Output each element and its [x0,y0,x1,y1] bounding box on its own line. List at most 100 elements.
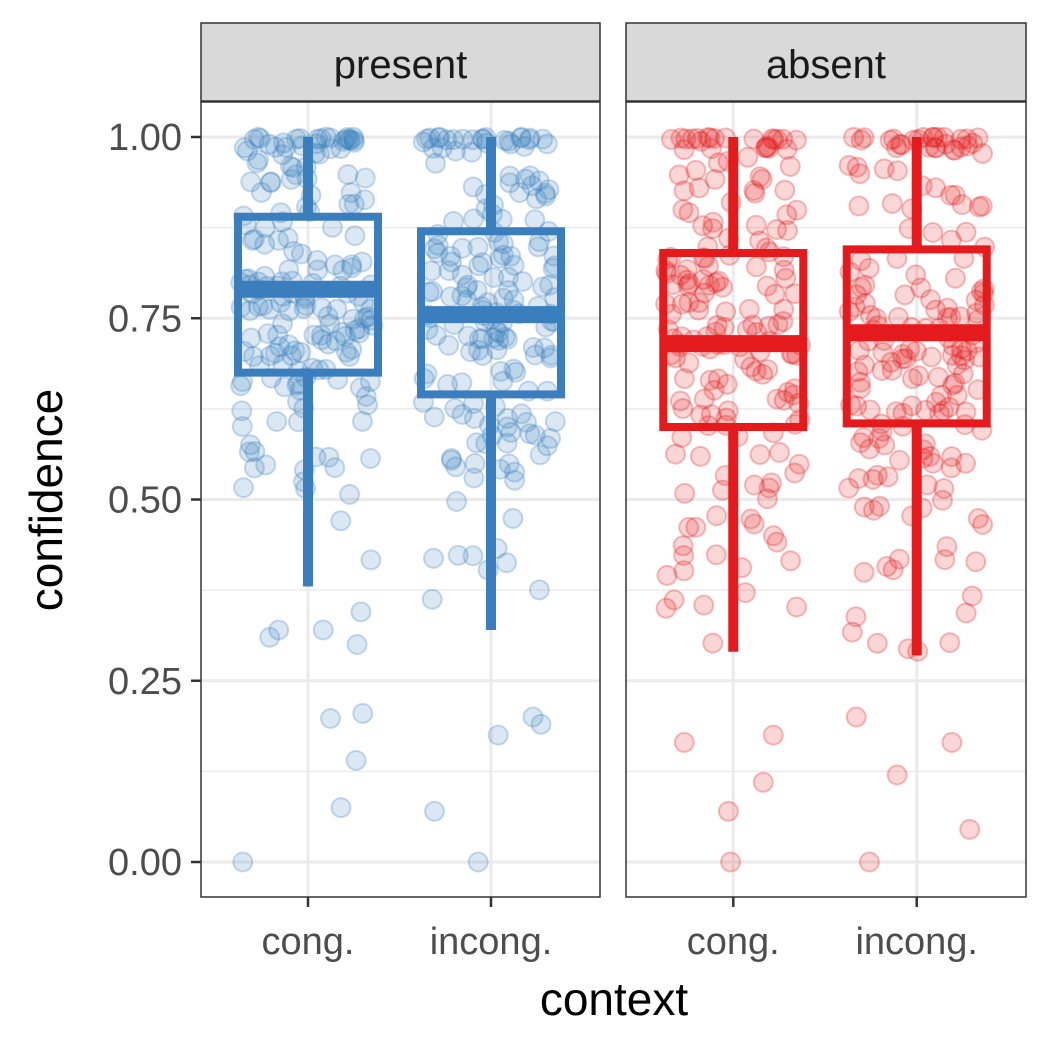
data-point [669,390,691,412]
data-point [859,438,881,460]
data-point [925,137,947,159]
data-point [780,550,802,572]
data-point [873,158,895,180]
data-point [672,535,694,557]
data-point [707,152,729,174]
data-point [269,336,291,358]
data-point [349,322,370,344]
data-point [702,211,724,233]
data-point [785,129,807,151]
data-point [423,406,445,428]
data-point [848,468,870,489]
data-point [466,279,488,301]
data-point [672,199,694,221]
data-point [885,401,907,423]
data-point [879,129,901,151]
data-point [444,397,466,419]
data-point [524,209,546,231]
data-point [350,601,372,623]
data-point [699,369,721,391]
data-point [344,319,366,341]
x-tick-label: cong. [687,921,780,963]
data-point [343,129,365,151]
data-point [259,626,281,648]
data-point [761,472,782,494]
data-point [941,731,963,753]
data-point [496,408,518,429]
data-point [705,272,727,294]
data-point [673,545,695,566]
data-point [424,800,445,822]
data-point [925,299,947,321]
data-point [243,346,264,367]
data-point [743,474,765,496]
data-point [472,345,493,366]
data-point [425,324,447,346]
data-point [519,165,541,187]
data-point [862,468,884,490]
data-point [679,273,700,294]
data-point [673,180,695,202]
data-point [254,217,276,239]
data-point [445,140,467,162]
data-point [883,128,905,150]
data-point [451,264,473,286]
data-point [874,434,896,456]
data-point [512,271,534,292]
box-present-0 [230,126,384,873]
data-point [509,182,531,203]
data-point [930,384,952,406]
data-point [306,249,328,271]
data-point [254,233,276,255]
data-point [456,277,478,298]
data-point [451,403,473,425]
data-point [700,138,722,160]
data-point [854,354,875,376]
data-point [850,432,872,454]
data-point [462,545,484,567]
data-point [685,516,707,538]
data-point [544,411,566,433]
data-point [702,632,724,654]
data-point [441,251,462,273]
data-point [324,457,346,479]
data-point [259,298,280,320]
data-point [273,132,295,154]
data-point [668,164,690,186]
data-point [880,351,902,373]
data-point [279,155,301,177]
data-point [706,314,728,336]
data-point [483,327,505,349]
data-point [922,452,944,474]
data-point [905,264,927,286]
data-point [354,189,376,211]
data-point [853,561,875,583]
data-point [674,482,696,504]
data-point [352,702,374,724]
data-point [515,168,536,190]
data-point [757,359,779,381]
data-point [869,495,890,517]
data-point [524,344,546,366]
data-point [258,133,280,155]
data-point [704,168,726,190]
data-point [717,800,739,822]
data-point [233,477,254,499]
data-point [673,731,695,753]
data-point [707,368,729,390]
data-point [704,128,725,149]
data-point [500,421,522,443]
data-point [526,188,547,210]
data-point [243,228,265,250]
data-point [655,597,677,619]
data-point [967,508,989,529]
data-point [530,713,552,735]
box-absent-0 [655,127,812,873]
data-point [954,349,975,371]
data-point [360,549,382,571]
data-point [895,348,917,370]
data-point [687,128,708,149]
data-point [689,445,711,467]
panels-layer: present cong. incong. absent cong. incong. [200,22,1027,963]
data-point [265,136,286,158]
